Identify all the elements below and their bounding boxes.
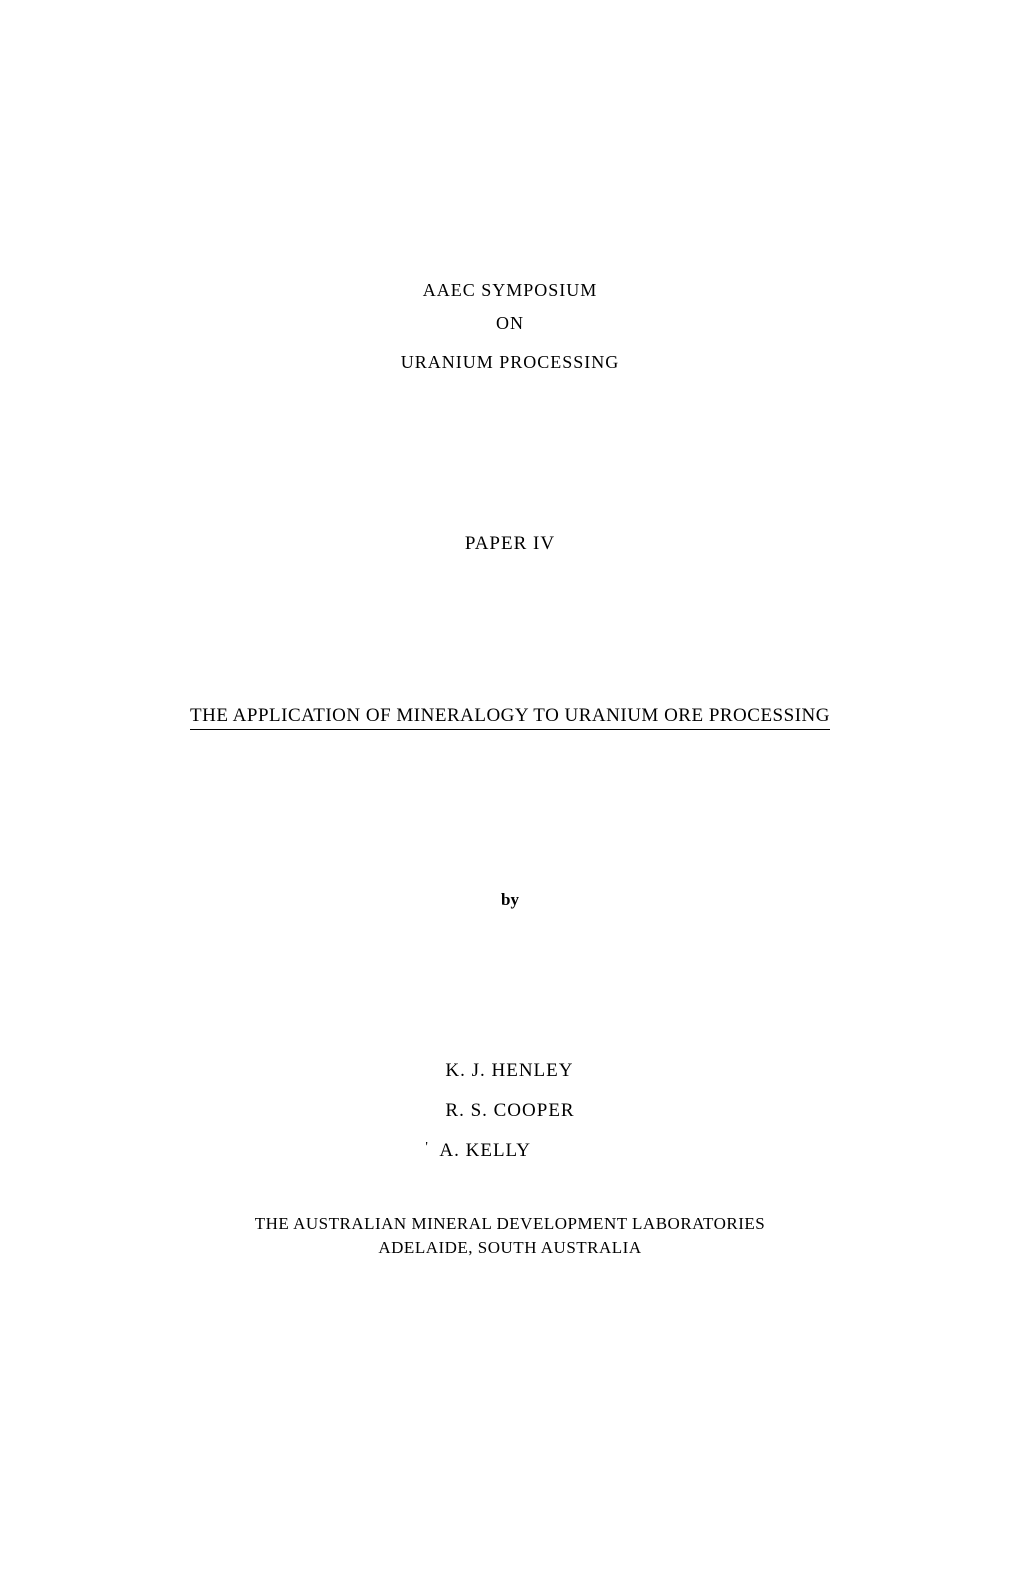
author-2: R. S. COOPER [445, 1100, 574, 1122]
title-page: AAEC SYMPOSIUM ON URANIUM PROCESSING PAP… [0, 0, 1020, 1581]
author-3-mark: ' [425, 1140, 439, 1156]
author-3: 'A. KELLY [445, 1140, 574, 1162]
symposium-topic: URANIUM PROCESSING [130, 352, 890, 373]
paper-title: THE APPLICATION OF MINERALOGY TO URANIUM… [190, 705, 830, 730]
title-block: THE APPLICATION OF MINERALOGY TO URANIUM… [190, 705, 830, 730]
affiliation-line-1: THE AUSTRALIAN MINERAL DEVELOPMENT LABOR… [130, 1212, 890, 1236]
by-label: by [130, 890, 890, 910]
affiliation-line-2: ADELAIDE, SOUTH AUSTRALIA [130, 1236, 890, 1260]
symposium-line-1: AAEC SYMPOSIUM [130, 280, 890, 301]
authors-block: K. J. HENLEY R. S. COOPER 'A. KELLY [445, 1060, 574, 1162]
symposium-line-2: ON [130, 313, 890, 334]
paper-number: PAPER IV [130, 533, 890, 555]
affiliation-block: THE AUSTRALIAN MINERAL DEVELOPMENT LABOR… [130, 1212, 890, 1260]
author-3-name: A. KELLY [439, 1140, 531, 1161]
author-1: K. J. HENLEY [445, 1060, 574, 1082]
